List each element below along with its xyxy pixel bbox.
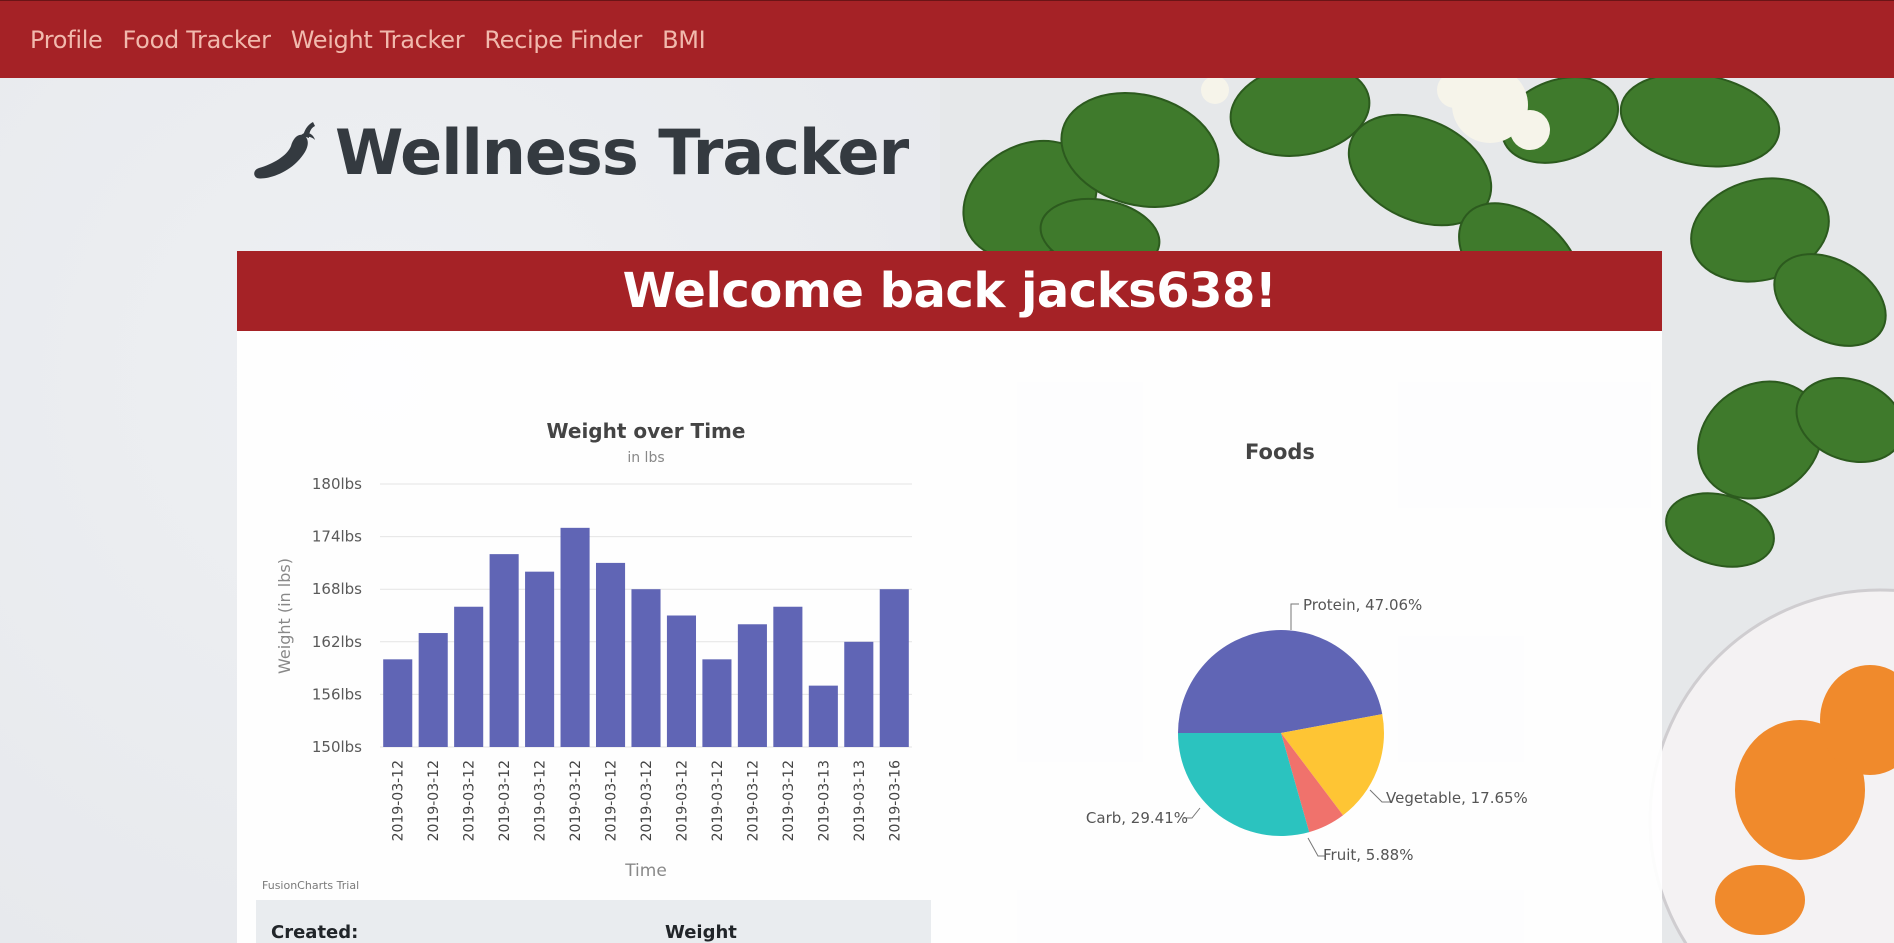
pie-label-connector <box>1307 837 1326 857</box>
brand: Wellness Tracker <box>253 112 909 192</box>
x-tick-label: 2019-03-12 <box>710 760 726 841</box>
y-tick-label: 162lbs <box>312 633 362 651</box>
x-tick-label: 2019-03-12 <box>745 760 761 841</box>
pie-label-connector <box>1184 807 1201 819</box>
pie-slice-protein <box>1177 629 1383 733</box>
weight-bar <box>879 589 909 747</box>
x-tick-label: 2019-03-12 <box>568 760 584 841</box>
bar-chart-title: Weight over Time <box>547 419 746 443</box>
nav-recipe-finder[interactable]: Recipe Finder <box>484 25 643 54</box>
y-tick-label: 168lbs <box>312 580 362 598</box>
weight-bar <box>418 633 448 747</box>
chili-pepper-icon <box>254 122 315 179</box>
x-tick-label: 2019-03-12 <box>497 760 513 841</box>
pie-label-connector <box>1369 789 1390 803</box>
weight-bar <box>383 659 413 747</box>
x-tick-label: 2019-03-13 <box>852 760 868 841</box>
x-axis-label: Time <box>624 861 667 881</box>
y-tick-label: 180lbs <box>312 475 362 493</box>
top-navbar: Profile Food Tracker Weight Tracker Reci… <box>0 0 1894 78</box>
pie-slice-fruit <box>1281 733 1344 833</box>
nav-weight-tracker[interactable]: Weight Tracker <box>290 25 465 54</box>
welcome-heading: Welcome back jacks638! <box>622 263 1277 319</box>
pie-slice-carb <box>1178 733 1310 836</box>
pie-label-fruit: Fruit, 5.88% <box>1323 846 1413 864</box>
chart-trial-watermark: FusionCharts Trial <box>262 879 360 892</box>
pie-label-connector <box>1290 603 1299 630</box>
pie-label-protein: Protein, 47.06% <box>1303 596 1422 614</box>
x-tick-label: 2019-03-16 <box>887 760 903 841</box>
table-header-created: Created: <box>271 922 359 943</box>
bar-chart-subtitle: in lbs <box>627 450 664 466</box>
weight-bar <box>454 606 484 747</box>
nav-profile[interactable]: Profile <box>30 25 103 54</box>
x-tick-label: 2019-03-12 <box>533 760 549 841</box>
weight-bar <box>525 571 555 747</box>
y-tick-label: 174lbs <box>312 528 362 546</box>
weight-bar <box>489 554 519 747</box>
nav-bmi[interactable]: BMI <box>662 25 706 54</box>
x-tick-label: 2019-03-12 <box>462 760 478 841</box>
table-header-weight: Weight <box>665 922 737 943</box>
weight-bar <box>631 589 661 747</box>
weight-bar <box>666 615 697 747</box>
weight-bar <box>844 641 874 747</box>
nav-food-tracker[interactable]: Food Tracker <box>122 25 271 54</box>
welcome-banner: Welcome back jacks638! <box>237 251 1662 331</box>
weight-bar <box>702 659 732 747</box>
pie-label-vegetable: Vegetable, 17.65% <box>1386 789 1528 807</box>
brand-title: Wellness Tracker <box>335 115 909 189</box>
x-tick-label: 2019-03-12 <box>426 760 442 841</box>
pie-chart-title: Foods <box>1245 440 1315 464</box>
x-tick-label: 2019-03-12 <box>781 760 797 841</box>
weight-bar <box>808 685 838 747</box>
pie-label-carb: Carb, 29.41% <box>1086 809 1188 827</box>
weight-bar <box>595 562 626 747</box>
x-tick-label: 2019-03-12 <box>639 760 655 841</box>
weight-bar <box>560 527 590 747</box>
weight-table-header: Created: Weight <box>256 900 931 943</box>
y-tick-label: 156lbs <box>312 685 362 703</box>
weight-bar <box>737 624 767 747</box>
x-tick-label: 2019-03-12 <box>391 760 407 841</box>
y-axis-label: Weight (in lbs) <box>275 558 294 674</box>
x-tick-label: 2019-03-13 <box>816 760 832 841</box>
weight-bar <box>773 606 803 747</box>
y-tick-label: 150lbs <box>312 738 362 756</box>
pie-slice-vegetable <box>1281 714 1385 816</box>
x-tick-label: 2019-03-12 <box>604 760 620 841</box>
x-tick-label: 2019-03-12 <box>674 760 690 841</box>
